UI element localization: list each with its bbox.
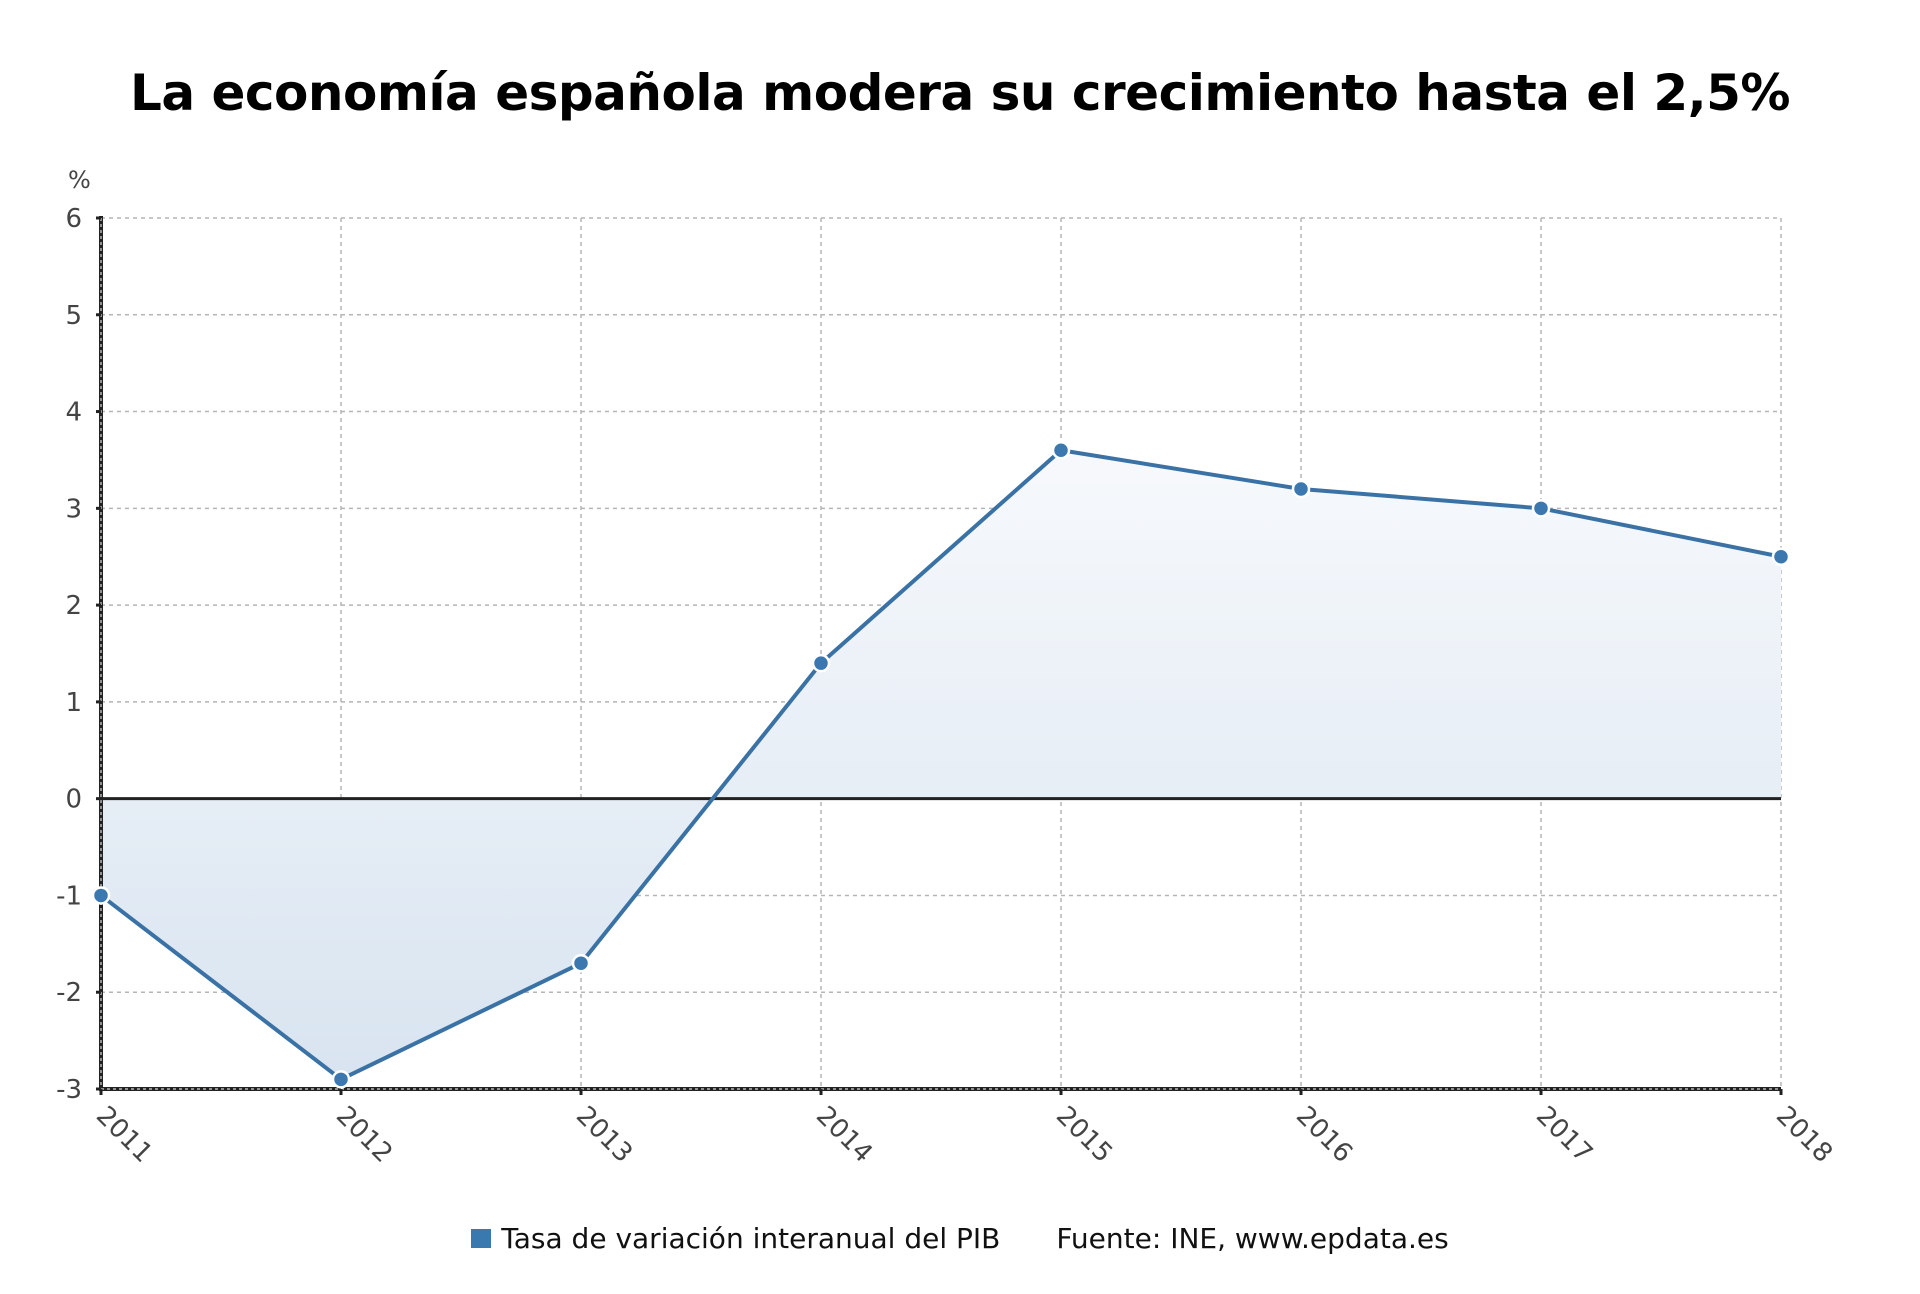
axes — [96, 216, 1783, 1095]
y-tick-label: 1 — [65, 688, 82, 718]
data-point-marker[interactable] — [331, 1070, 351, 1089]
data-point-marker[interactable] — [811, 653, 831, 673]
x-tick-label: 2017 — [1530, 1101, 1598, 1169]
data-point-marker[interactable] — [1531, 499, 1551, 518]
y-tick-label: 6 — [65, 204, 82, 234]
y-tick-label: -1 — [56, 881, 82, 911]
x-tick-label: 2014 — [810, 1101, 878, 1169]
y-tick-labels: 6 5 4 3 2 1 0 -1 -2 -3 — [56, 204, 82, 1105]
x-tick-label: 2016 — [1290, 1101, 1358, 1169]
x-tick-label: 2012 — [330, 1101, 398, 1169]
x-tick-label: 2015 — [1050, 1101, 1118, 1169]
legend-swatch-icon — [471, 1229, 492, 1248]
data-point-marker[interactable] — [571, 953, 591, 973]
y-tick-label: 3 — [65, 494, 82, 524]
x-tick-label: 2018 — [1770, 1101, 1838, 1169]
data-point-marker[interactable] — [1051, 441, 1071, 460]
data-markers — [91, 441, 1791, 1089]
series-line — [99, 448, 1782, 1082]
y-tick-label: 0 — [65, 785, 82, 815]
y-axis-unit: % — [68, 166, 91, 194]
data-point-marker[interactable] — [1291, 479, 1311, 499]
data-point-marker[interactable] — [91, 886, 111, 905]
y-tick-label: -3 — [56, 1075, 82, 1105]
chart-title: La economía española modera su crecimien… — [129, 64, 1791, 122]
x-tick-label: 2013 — [570, 1101, 638, 1169]
y-tick-label: -2 — [56, 978, 82, 1008]
legend-series-label: Tasa de variación interanual del PIB — [501, 1222, 1001, 1255]
source-note: Fuente: INE, www.epdata.es — [1056, 1222, 1449, 1255]
x-tick-label: 2011 — [90, 1101, 158, 1169]
x-tick-labels: 2011 2012 2013 2014 2015 2016 2017 2018 — [90, 1101, 1838, 1169]
y-tick-label: 2 — [65, 591, 82, 621]
y-tick-label: 5 — [65, 301, 82, 331]
legend: Tasa de variación interanual del PIB Fue… — [0, 1222, 1920, 1255]
area-fill — [101, 450, 1781, 1080]
y-tick-label: 4 — [65, 398, 82, 428]
data-point-marker[interactable] — [1771, 547, 1791, 566]
